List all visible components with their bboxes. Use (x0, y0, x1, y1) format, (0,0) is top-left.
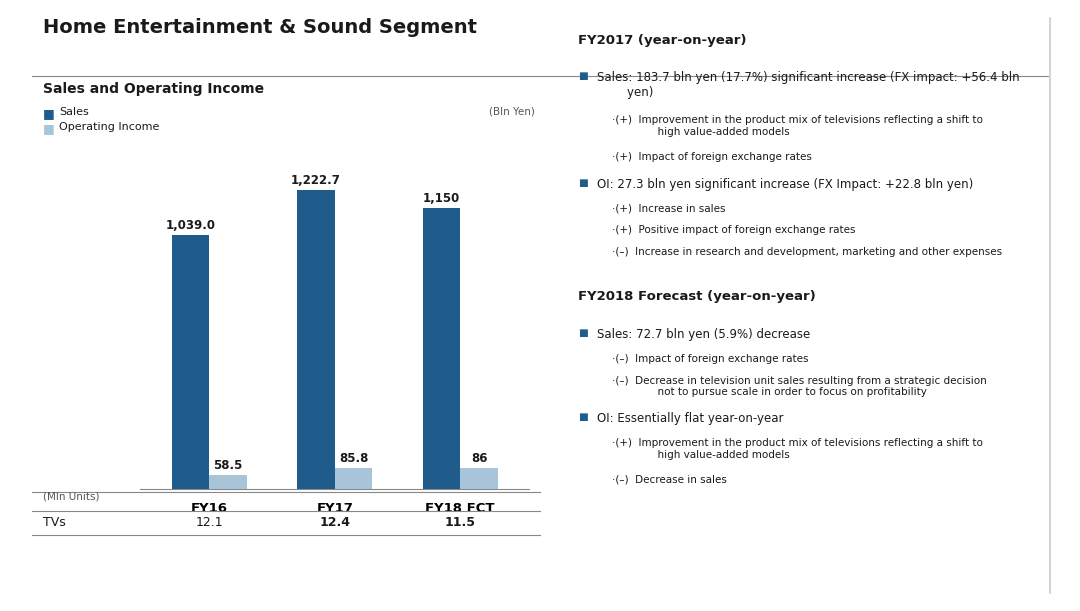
Text: TVs: TVs (43, 516, 66, 529)
Text: 1,222.7: 1,222.7 (291, 174, 341, 187)
Text: OI: 27.3 bln yen significant increase (FX Impact: +22.8 bln yen): OI: 27.3 bln yen significant increase (F… (597, 178, 973, 191)
Text: Sales: 183.7 bln yen (17.7%) significant increase (FX impact: +56.4 bln
        : Sales: 183.7 bln yen (17.7%) significant… (597, 71, 1020, 100)
Text: Home Entertainment & Sound Segment: Home Entertainment & Sound Segment (43, 18, 477, 37)
Bar (210, 475, 247, 489)
Text: ■: ■ (578, 412, 588, 422)
Bar (422, 208, 460, 489)
Bar (460, 468, 498, 489)
Text: ·(–)  Decrease in sales: ·(–) Decrease in sales (612, 475, 727, 485)
Text: 11.5: 11.5 (445, 516, 475, 529)
Text: OI: Essentially flat year-on-year: OI: Essentially flat year-on-year (597, 412, 784, 425)
Text: ■: ■ (43, 122, 55, 135)
Text: Sales: Sales (59, 107, 90, 117)
Text: 86: 86 (471, 452, 487, 465)
Text: ·(+)  Improvement in the product mix of televisions reflecting a shift to
      : ·(+) Improvement in the product mix of t… (612, 115, 983, 137)
Text: 12.4: 12.4 (320, 516, 350, 529)
Text: ·(+)  Increase in sales: ·(+) Increase in sales (612, 203, 726, 213)
Text: ■: ■ (578, 328, 588, 338)
Bar (172, 235, 210, 489)
Text: 85.8: 85.8 (339, 452, 368, 465)
Text: FY2018 Forecast (year-on-year): FY2018 Forecast (year-on-year) (578, 290, 815, 303)
Text: 12.1: 12.1 (195, 516, 224, 529)
Text: (Bln Yen): (Bln Yen) (489, 107, 535, 117)
Text: ■: ■ (578, 178, 588, 188)
Text: ■: ■ (43, 107, 55, 120)
Text: Sales: 72.7 bln yen (5.9%) decrease: Sales: 72.7 bln yen (5.9%) decrease (597, 328, 810, 341)
Text: ·(–)  Impact of foreign exchange rates: ·(–) Impact of foreign exchange rates (612, 354, 809, 364)
Text: Operating Income: Operating Income (59, 122, 160, 132)
Text: ·(+)  Impact of foreign exchange rates: ·(+) Impact of foreign exchange rates (612, 152, 812, 162)
Text: (Mln Units): (Mln Units) (43, 492, 99, 502)
Bar (297, 190, 335, 489)
Text: ·(+)  Improvement in the product mix of televisions reflecting a shift to
      : ·(+) Improvement in the product mix of t… (612, 438, 983, 459)
Text: 1,150: 1,150 (422, 192, 460, 205)
Text: 1,039.0: 1,039.0 (165, 219, 216, 232)
Text: ·(–)  Increase in research and development, marketing and other expenses: ·(–) Increase in research and developmen… (612, 247, 1002, 257)
Bar (335, 468, 373, 489)
Text: Sales and Operating Income: Sales and Operating Income (43, 82, 265, 97)
Text: ·(+)  Positive impact of foreign exchange rates: ·(+) Positive impact of foreign exchange… (612, 225, 855, 235)
Text: FY2017 (year-on-year): FY2017 (year-on-year) (578, 34, 746, 46)
Text: ■: ■ (578, 71, 588, 81)
Text: ·(–)  Decrease in television unit sales resulting from a strategic decision
    : ·(–) Decrease in television unit sales r… (612, 376, 987, 397)
Text: 58.5: 58.5 (214, 459, 243, 472)
